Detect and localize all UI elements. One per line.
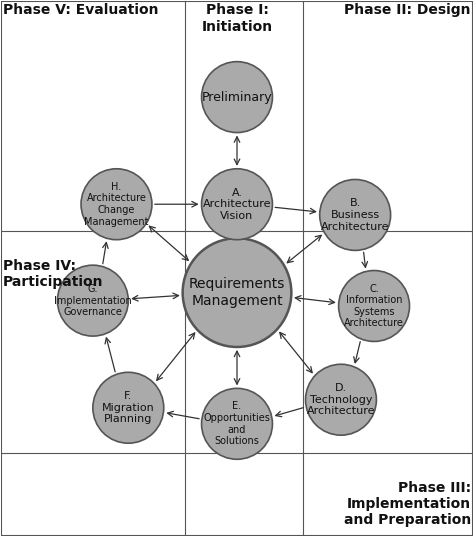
Text: Requirements
Management: Requirements Management — [189, 277, 285, 308]
Ellipse shape — [201, 62, 273, 133]
Ellipse shape — [93, 372, 164, 443]
Text: Phase IV:
Participation: Phase IV: Participation — [3, 259, 103, 289]
Text: G.
Implementation
Governance: G. Implementation Governance — [54, 284, 132, 317]
Text: Phase II: Design: Phase II: Design — [345, 3, 471, 17]
Ellipse shape — [57, 265, 128, 336]
Text: D.
Technology
Architecture: D. Technology Architecture — [307, 383, 375, 416]
Text: Phase III:
Implementation
and Preparation: Phase III: Implementation and Preparatio… — [344, 481, 471, 527]
Text: A.
Architecture
Vision: A. Architecture Vision — [203, 187, 271, 221]
Ellipse shape — [81, 169, 152, 240]
Text: Phase V: Evaluation: Phase V: Evaluation — [3, 3, 159, 17]
Text: C.
Information
Systems
Architecture: C. Information Systems Architecture — [344, 284, 404, 329]
Ellipse shape — [319, 179, 391, 250]
Text: B.
Business
Architecture: B. Business Architecture — [321, 198, 390, 231]
Ellipse shape — [338, 271, 410, 342]
Ellipse shape — [182, 238, 292, 347]
Text: H.
Architecture
Change
Management: H. Architecture Change Management — [84, 182, 149, 227]
Ellipse shape — [201, 169, 273, 240]
Text: Phase I:
Initiation: Phase I: Initiation — [201, 3, 273, 34]
Text: F.
Migration
Planning: F. Migration Planning — [102, 391, 155, 424]
Ellipse shape — [306, 364, 376, 435]
Text: Preliminary: Preliminary — [202, 91, 272, 104]
Text: E.
Opportunities
and
Solutions: E. Opportunities and Solutions — [203, 402, 271, 446]
Ellipse shape — [201, 388, 273, 459]
